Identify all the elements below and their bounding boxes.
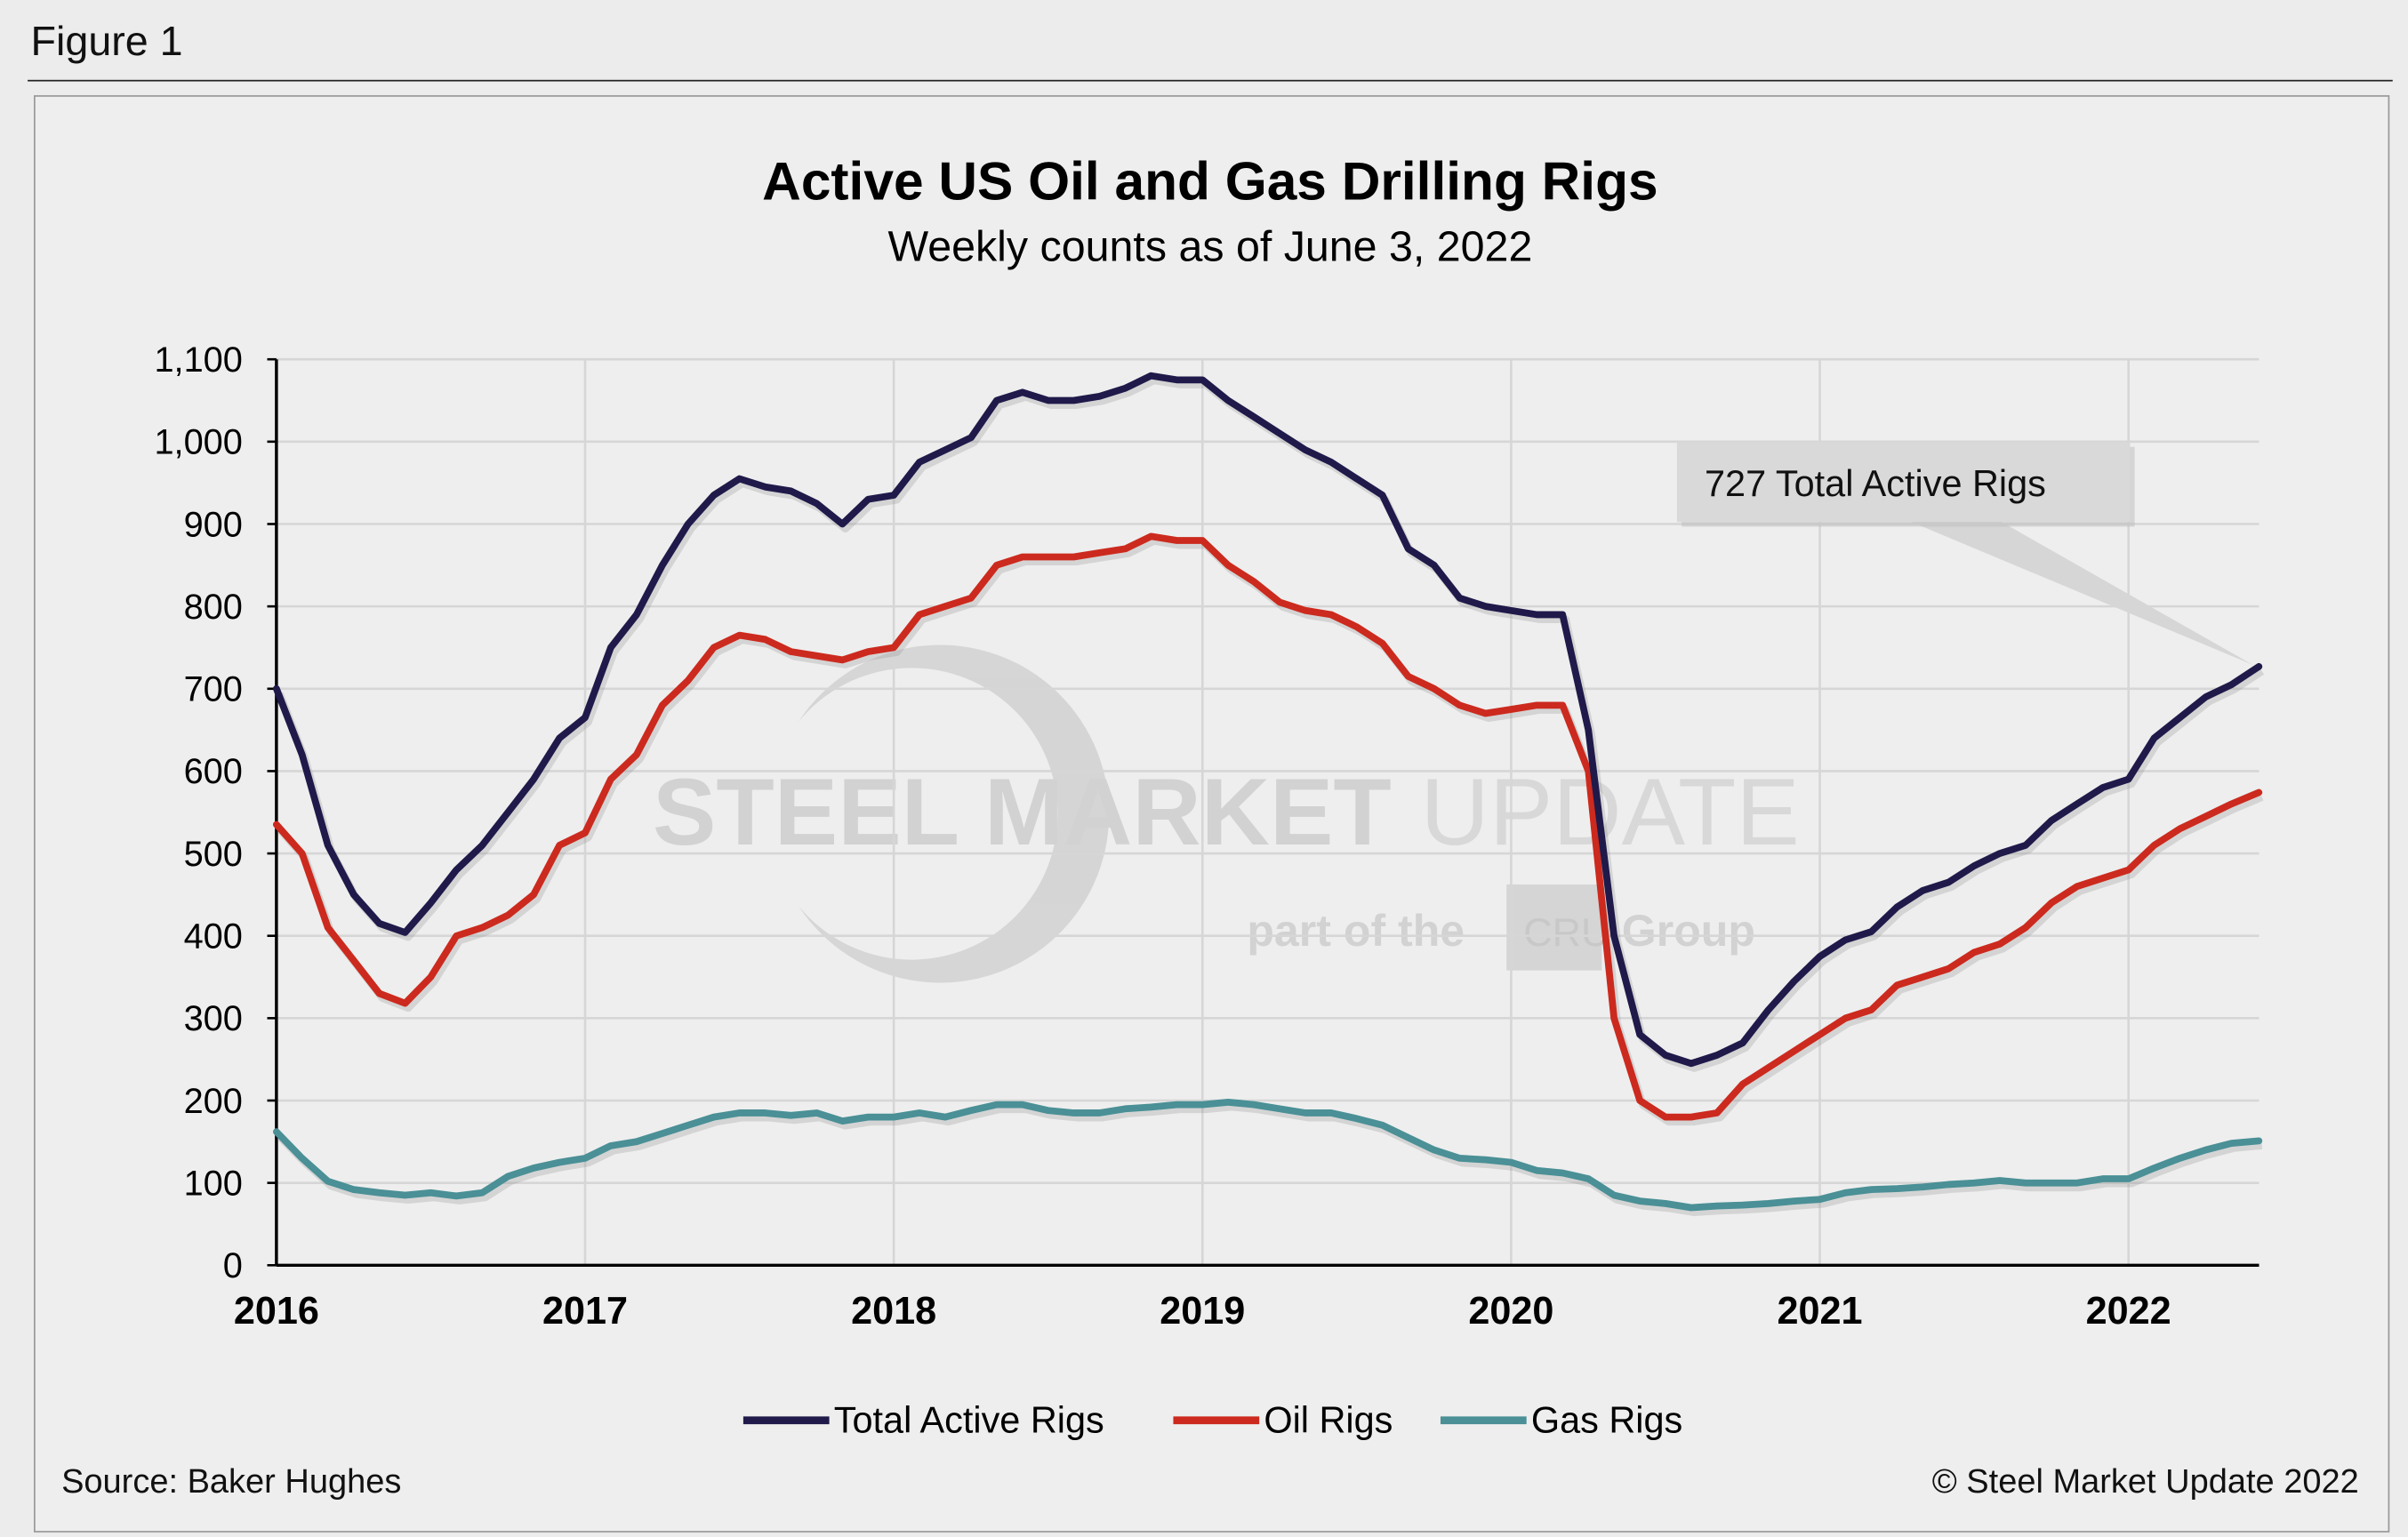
- series-line-oil-rigs: [272, 532, 2263, 1121]
- x-tick-label: 2016: [234, 1290, 319, 1333]
- series-line-gas-rigs: [272, 1098, 2263, 1212]
- callout-pointer: [1904, 518, 2253, 665]
- y-tick-label: 200: [184, 1082, 243, 1121]
- callout: 727 Total Active Rigs: [1676, 442, 2253, 665]
- legend-label: Gas Rigs: [1531, 1399, 1682, 1441]
- series-line-total-active-rigs: [272, 372, 2263, 1068]
- figure-label: Figure 1: [30, 18, 183, 65]
- y-tick-label: 900: [184, 505, 243, 544]
- y-tick-label: 600: [184, 752, 243, 791]
- chart-panel: [33, 95, 2390, 1533]
- y-tick-label: 700: [184, 670, 243, 709]
- chart-subtitle: Weekly counts as of June 3, 2022: [887, 223, 1532, 271]
- gridlines: [276, 357, 2260, 1266]
- watermark-part-of: part of the: [1247, 906, 1465, 956]
- y-tick-label: 1,000: [154, 423, 242, 462]
- callout-box: [1676, 442, 2131, 523]
- series-shadow: [277, 1102, 2263, 1217]
- watermark-text-bold: STEEL MARKET: [653, 758, 1392, 865]
- legend: Total Active Rigs Oil Rigs Gas Rigs: [742, 1399, 1682, 1441]
- chart-title: Active US Oil and Gas Drilling Rigs: [762, 151, 1658, 212]
- x-tick-label: 2019: [1160, 1290, 1245, 1333]
- x-tick-label: 2017: [542, 1290, 628, 1333]
- copyright-note: © Steel Market Update 2022: [1931, 1461, 2359, 1501]
- x-tick-label: 2022: [2086, 1290, 2171, 1333]
- watermark-cru: CRU: [1523, 909, 1609, 955]
- legend-label: Oil Rigs: [1264, 1399, 1393, 1441]
- legend-label: Total Active Rigs: [834, 1399, 1104, 1441]
- source-note: Source: Baker Hughes: [61, 1461, 402, 1501]
- y-tick-label: 500: [184, 835, 243, 874]
- y-tick-label: 1,100: [154, 340, 242, 380]
- watermark-crescent: [799, 644, 1110, 983]
- callout-text: 727 Total Active Rigs: [1705, 462, 2046, 504]
- y-tick-label: 400: [184, 917, 243, 957]
- watermark-text-light: UPDATE: [1421, 758, 1800, 865]
- header-rule: [28, 79, 2393, 82]
- watermark-cru-box: [1506, 884, 1602, 971]
- x-tick-label: 2021: [1778, 1290, 1863, 1333]
- series-lines: [272, 372, 2265, 1217]
- y-tick-label: 300: [184, 999, 243, 1038]
- watermark-group: Group: [1622, 906, 1755, 956]
- x-tick-label: 2018: [851, 1290, 936, 1333]
- y-tick-label: 0: [223, 1246, 243, 1285]
- axes: 0 100 200 300 400 500 600 700 800 900 1,000 1,100 20…: [154, 340, 2260, 1333]
- y-tick-label: 100: [184, 1164, 243, 1203]
- y-tick-label: 800: [184, 588, 243, 627]
- watermark-logo: STEEL MARKET UPDATE part of the CRU Grou…: [653, 644, 1800, 983]
- x-tick-label: 2020: [1468, 1290, 1553, 1333]
